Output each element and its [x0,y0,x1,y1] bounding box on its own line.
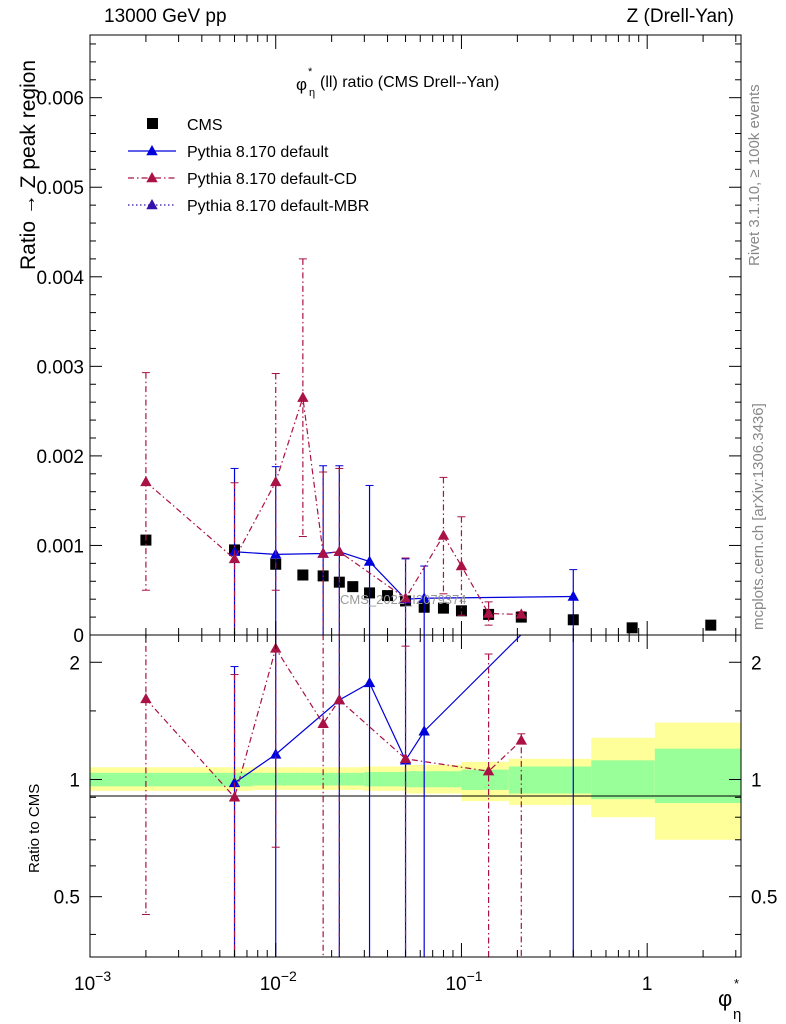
main-y-tick-label: 0.006 [36,89,84,110]
ratio-triangle-marker [140,692,152,704]
ratio-series-line [145,647,522,799]
ratio-panel-axes: 0.5 0.5 1 1 2 2 10−3 10−2 10−1 1 [54,635,777,995]
main-y-tick-label: 0.003 [36,357,84,378]
analysis-watermark: CMS_2022_I2079374 [340,592,467,607]
ratio-triangle-marker [228,776,241,788]
ratio-y-tick-label: 2 [69,653,80,674]
cms-data-point [455,605,467,617]
plot-title: (ll) ratio (CMS Drell--Yan) [320,74,499,91]
ratio-band-green [461,769,509,790]
x-tick-label: 10−3 [74,968,111,995]
ratio-y-tick-label: 1 [69,770,80,791]
main-triangle-marker [140,475,152,487]
cms-data-point [382,590,394,602]
main-triangle-marker [228,552,241,564]
cms-data-point [297,569,309,581]
ratio-triangle-marker [515,734,527,745]
ratio-y-tick-label-right: 1 [751,770,762,791]
ratio-y-tick-label-right: 0.5 [751,888,777,909]
ratio-triangle-marker [399,752,412,764]
cms-data-point [705,619,717,631]
ratio-triangle-marker [482,765,495,776]
ratio-triangle-marker [363,676,376,688]
legend-entry-label: Pythia 8.170 default-CD [187,171,357,188]
main-triangle-marker [437,529,450,540]
main-series-line [145,397,522,616]
x-axis-label-phi: φ [718,986,732,1011]
x-tick-label: 10−2 [260,968,297,995]
main-panel-axes: 0 0.001 0.002 0.003 0.004 0.005 0.006 [36,35,741,647]
main-triangle-marker [418,592,430,603]
ratio-triangle-marker [228,791,241,802]
main-triangle-marker [399,592,412,603]
x-tick-label: 10−1 [445,968,482,995]
legend: CMS Pythia 8.170 default Pythia 8.170 defa… [128,117,369,215]
ratio-triangle-marker [418,725,430,736]
header-left: 13000 GeV pp [104,6,227,27]
header-right: Z (Drell-Yan) [626,6,734,27]
legend-triangle-marker [146,199,158,210]
ratio-triangle-marker [317,717,329,728]
main-triangle-marker [455,560,468,571]
ratio-band-green [299,772,336,786]
main-y-tick-label: 0.005 [36,178,84,199]
main-triangle-marker [482,607,495,618]
legend-entry-label: Pythia 8.170 default [187,144,329,161]
legend-entry-label: CMS [187,117,223,134]
main-triangle-marker [333,545,346,556]
main-y-tick-label: 0.002 [36,447,84,468]
ratio-panel-series [140,635,574,957]
rivet-version-label: Rivet 3.1.10, ≥ 100k events [746,84,763,266]
ratio-panel-frame [89,634,742,958]
cms-data-point [437,602,449,614]
main-triangle-marker [567,590,579,601]
main-y-tick-label: 0.001 [36,536,84,557]
main-panel-series [140,258,717,635]
main-y-tick-label: 0.004 [36,268,84,289]
ratio-band-green [591,760,655,800]
legend-triangle-marker [146,172,158,183]
ratio-triangle-marker [270,748,282,759]
ratio-band-green [90,772,253,787]
ratio-y-axis-label: Ratio to CMS [26,784,43,873]
cms-data-point [626,622,638,634]
ratio-band-green [364,772,406,787]
main-triangle-marker [515,608,527,619]
main-triangle-marker [270,475,282,487]
main-triangle-marker [297,391,309,402]
ratio-y-tick-label: 0.5 [54,888,80,909]
ratio-y-tick-label-right: 2 [751,653,762,674]
legend-marker-cms [147,118,158,129]
ratio-band-green [405,771,462,788]
ratio-triangle-marker [333,694,346,705]
cms-data-point [347,581,359,593]
main-y-tick-label: 0 [73,626,84,647]
legend-entry-label: Pythia 8.170 default-MBR [187,198,369,215]
mcplots-label: mcplots.cern.ch [arXiv:1306.3436] [750,403,767,630]
ratio-band-green [654,748,741,804]
phi-star-title: * [308,66,313,78]
ratio-panel-bands [90,722,741,840]
ratio-band-green [335,772,365,786]
x-tick-label: 1 [642,974,653,995]
phi-symbol-title: φ [296,75,307,94]
main-triangle-marker [317,547,329,558]
main-triangle-marker [363,555,376,566]
main-y-axis-label: Ratio → Z peak region [17,60,40,270]
legend-triangle-marker [146,145,158,156]
x-axis-label-star: * [734,976,739,991]
ratio-band-green [508,766,592,794]
x-axis-label-subscript: η [733,1006,741,1023]
phi-subscript-title: η [309,87,315,99]
